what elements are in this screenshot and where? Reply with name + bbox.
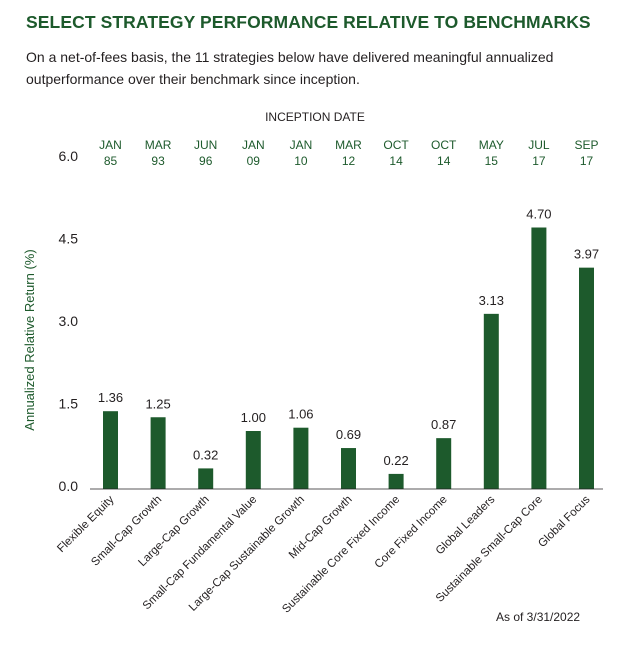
x-tick-label: Sustainable Small-Cap Core	[434, 494, 545, 605]
y-tick-label: 6.0	[59, 148, 79, 164]
inception-month: SEP	[574, 138, 598, 152]
inception-month: JUL	[528, 138, 550, 152]
bar	[103, 411, 118, 489]
data-label: 3.13	[479, 293, 504, 308]
data-label: 0.69	[336, 427, 361, 442]
inception-year: 96	[199, 154, 213, 168]
chart-subtitle: On a net-of-fees basis, the 11 strategie…	[26, 49, 554, 87]
inception-year: 10	[294, 154, 308, 168]
y-tick-label: 4.5	[59, 231, 79, 247]
data-label: 3.97	[574, 247, 599, 262]
inception-year: 17	[580, 154, 594, 168]
inception-year: 09	[247, 154, 261, 168]
inception-month: MAR	[335, 138, 362, 152]
inception-dates: JAN 85 MAR 93 JUN 96 JAN 09 JAN 10 MAR 12 OCT 14 OCT 14…	[99, 138, 598, 168]
value-labels: 1.36 1.25 0.32 1.00 1.06 0.69 0.22 0.87 3.13 4.70…	[98, 207, 599, 468]
bar	[436, 438, 452, 489]
inception-date-header: INCEPTION DATE	[265, 110, 365, 124]
bar	[388, 473, 404, 489]
y-tick-label: 3.0	[59, 313, 79, 329]
data-label: 0.22	[383, 453, 408, 468]
data-label: 1.00	[241, 410, 266, 425]
y-axis: 0.0 1.5 3.0 4.5 6.0	[59, 148, 79, 494]
bars	[103, 227, 594, 489]
bar	[483, 313, 499, 489]
inception-month: MAY	[479, 138, 504, 152]
data-label: 1.36	[98, 390, 123, 405]
bar	[198, 468, 214, 489]
inception-year: 85	[104, 154, 118, 168]
data-label: 1.25	[145, 396, 170, 411]
inception-month: JUN	[194, 138, 217, 152]
y-tick-label: 0.0	[59, 478, 79, 494]
bar	[341, 448, 356, 489]
bar	[245, 431, 261, 489]
inception-year: 15	[485, 154, 499, 168]
inception-year: 14	[389, 154, 403, 168]
inception-month: JAN	[290, 138, 313, 152]
bar	[293, 427, 309, 489]
data-label: 1.06	[288, 407, 313, 422]
y-tick-label: 1.5	[59, 396, 79, 412]
inception-month: MAR	[145, 138, 172, 152]
data-label: 4.70	[526, 207, 551, 222]
inception-year: 17	[532, 154, 546, 168]
inception-month: OCT	[431, 138, 457, 152]
inception-month: OCT	[383, 138, 409, 152]
chart-title: SELECT STRATEGY PERFORMANCE RELATIVE TO …	[26, 12, 591, 32]
as-of-date: As of 3/31/2022	[496, 610, 581, 624]
y-axis-label: Annualized Relative Return (%)	[22, 249, 37, 430]
inception-year: 12	[342, 154, 356, 168]
inception-year: 93	[151, 154, 165, 168]
inception-month: JAN	[242, 138, 265, 152]
inception-year: 14	[437, 154, 451, 168]
inception-month: JAN	[99, 138, 122, 152]
data-label: 0.87	[431, 417, 456, 432]
bar	[531, 227, 547, 489]
data-label: 0.32	[193, 447, 218, 462]
bar	[150, 417, 166, 489]
bar	[579, 267, 594, 489]
